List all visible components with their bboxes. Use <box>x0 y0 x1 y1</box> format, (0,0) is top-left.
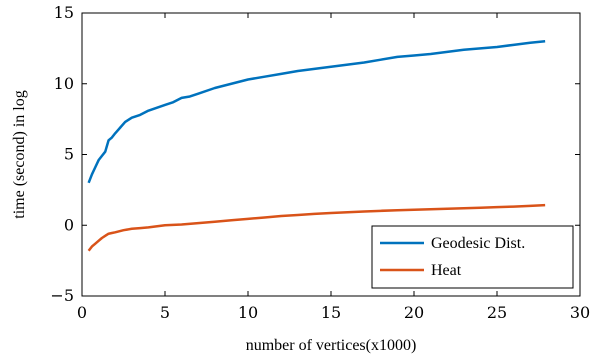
y-tick-label-0: −5 <box>50 286 74 305</box>
legend-label-geodesic: Geodesic Dist. <box>431 235 525 252</box>
x-tick-label-3: 15 <box>321 303 341 322</box>
legend: Geodesic Dist. Heat <box>371 225 574 289</box>
x-tick-label-6: 30 <box>570 303 590 322</box>
x-tick-label-0: 0 <box>77 303 87 322</box>
y-axis-label: time (second) in log <box>11 90 28 218</box>
series-line-1 <box>87 203 546 252</box>
y-tick-label-2: 5 <box>64 145 74 164</box>
x-tick-label-5: 25 <box>487 303 507 322</box>
x-axis-label: number of vertices(x1000) <box>246 337 417 354</box>
x-tick-label-1: 5 <box>160 303 170 322</box>
y-tick-label-3: 10 <box>54 74 74 93</box>
legend-box <box>371 225 574 289</box>
x-tick-label-2: 10 <box>238 303 258 322</box>
x-tick-label-4: 20 <box>404 303 424 322</box>
series-line-0 <box>87 40 546 184</box>
legend-label-heat: Heat <box>431 262 462 279</box>
plot-group <box>87 40 546 252</box>
y-tick-label-4: 15 <box>54 3 74 22</box>
y-tick-label-1: 0 <box>64 215 74 234</box>
